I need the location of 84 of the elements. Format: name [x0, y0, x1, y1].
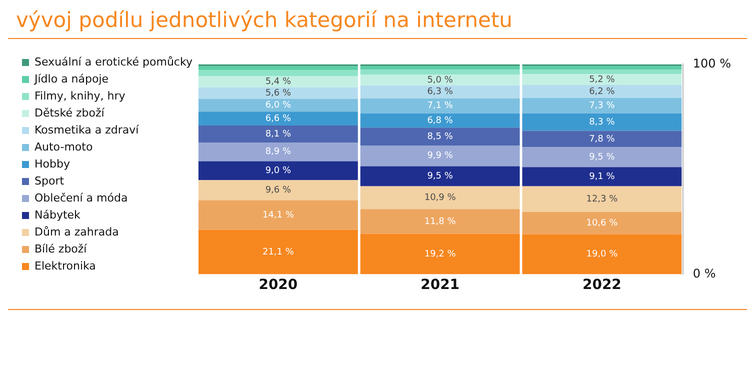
bar	[360, 70, 520, 75]
bar	[522, 84, 682, 98]
legend-label: Dětské zboží	[34, 106, 106, 120]
bar	[522, 234, 682, 274]
bar	[198, 126, 358, 143]
data-label: 7,8 %	[589, 134, 616, 144]
bar	[198, 180, 358, 200]
bar	[360, 166, 520, 186]
data-label: 9,0 %	[265, 166, 292, 176]
legend-label: Oblečení a móda	[34, 191, 128, 204]
x-tick-label: 2020	[258, 277, 298, 294]
bar	[198, 70, 358, 76]
bar	[522, 167, 682, 186]
bar	[522, 147, 682, 168]
data-label: 5,0 %	[427, 75, 454, 86]
data-label: 8,1 %	[265, 129, 292, 140]
bar	[360, 128, 520, 146]
bar	[198, 112, 358, 126]
data-label: 21,1 %	[262, 247, 294, 258]
bar	[522, 212, 682, 234]
data-label: 8,3 %	[589, 117, 616, 128]
data-label: 9,1 %	[589, 172, 616, 182]
x-tick-label: 2022	[582, 277, 622, 294]
data-label: 5,4 %	[265, 76, 292, 87]
bar	[522, 130, 682, 148]
legend-label: Jídlo a nápoje	[34, 72, 109, 86]
bar	[360, 74, 520, 86]
y-tick-label: 100 %	[692, 56, 732, 70]
data-label: 8,9 %	[265, 147, 292, 158]
data-label: 8,5 %	[427, 132, 454, 142]
legend-label: Kosmetika a zdraví	[34, 123, 140, 136]
legend-label: Filmy, knihy, hry	[34, 89, 126, 102]
data-label: 10,6 %	[586, 218, 618, 229]
data-label: 6,8 %	[427, 116, 454, 126]
legend-label: Dům a zahrada	[34, 225, 119, 238]
legend-label: Auto-moto	[34, 140, 93, 154]
bar	[360, 113, 520, 128]
bar	[198, 66, 358, 70]
bar	[198, 87, 358, 100]
legend-label: Sport	[34, 174, 65, 188]
data-label: 11,8 %	[424, 216, 456, 227]
data-label: 19,0 %	[586, 250, 618, 260]
data-label: 6,0 %	[265, 100, 292, 111]
data-label: 9,6 %	[265, 186, 292, 196]
bar	[522, 98, 682, 114]
bar	[198, 99, 358, 112]
bar	[522, 66, 682, 70]
bar	[360, 145, 520, 166]
x-tick-label: 2021	[420, 277, 460, 294]
bar	[360, 186, 520, 210]
data-label: 7,3 %	[589, 101, 616, 112]
data-label: 19,2 %	[424, 249, 456, 260]
data-label: 9,9 %	[427, 151, 454, 162]
chart-title: vývoj podílu jednotlivých kategorií na internetu	[15, 8, 514, 34]
data-label: 6,3 %	[427, 87, 454, 98]
bar	[522, 186, 682, 212]
data-label: 9,5 %	[589, 152, 616, 162]
bar	[198, 76, 358, 88]
data-label: 6,6 %	[265, 114, 292, 124]
legend-label: Hobby	[34, 157, 70, 170]
data-label: 5,2 %	[589, 74, 616, 85]
data-label: 9,5 %	[427, 172, 454, 182]
data-label: 6,2 %	[589, 86, 616, 97]
bar	[198, 200, 358, 230]
data-label: 7,1 %	[427, 101, 454, 112]
y-tick-label: 0 %	[692, 266, 716, 280]
legend-label: Sexuální a erotické pomůcky	[34, 55, 193, 68]
bar	[360, 98, 520, 114]
data-label: 10,9 %	[424, 193, 456, 203]
bar	[198, 230, 358, 274]
bar	[522, 74, 682, 85]
legend-label: Elektronika	[34, 259, 96, 272]
data-label: 5,6 %	[265, 88, 292, 99]
bar	[522, 113, 682, 131]
legend-label: Bílé zboží	[34, 242, 88, 256]
bar	[198, 161, 358, 180]
data-label: 12,3 %	[586, 194, 618, 204]
bar	[522, 69, 682, 74]
bar	[360, 234, 520, 274]
bar	[360, 209, 520, 234]
bar	[198, 142, 358, 162]
data-label: 14,1 %	[262, 210, 294, 220]
legend-label: Nábytek	[34, 208, 82, 222]
bar	[360, 85, 520, 98]
